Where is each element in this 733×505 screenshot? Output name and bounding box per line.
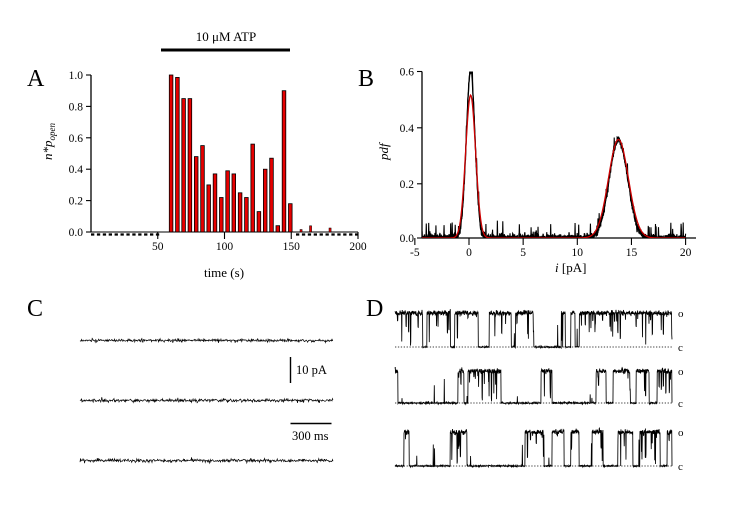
svg-text:1.0: 1.0 [69, 70, 84, 82]
svg-text:A: A [27, 66, 45, 92]
svg-text:c: c [678, 461, 683, 473]
svg-text:c: c [678, 398, 683, 410]
svg-text:0.8: 0.8 [69, 101, 84, 113]
svg-text:i [pA]: i [pA] [555, 260, 586, 275]
svg-text:time (s): time (s) [204, 265, 244, 280]
svg-text:5: 5 [520, 247, 526, 259]
svg-text:B: B [358, 66, 374, 92]
svg-text:300 ms: 300 ms [292, 429, 329, 443]
svg-text:0.6: 0.6 [69, 133, 84, 145]
svg-text:-5: -5 [410, 247, 420, 259]
svg-text:0: 0 [466, 247, 472, 259]
svg-text:10 μM ATP: 10 μM ATP [196, 29, 256, 44]
svg-text:10: 10 [572, 247, 584, 259]
svg-text:0.0: 0.0 [69, 227, 84, 239]
svg-text:0.2: 0.2 [400, 179, 415, 191]
svg-text:10 pA: 10 pA [296, 363, 327, 377]
svg-text:0.2: 0.2 [69, 196, 84, 208]
svg-text:200: 200 [349, 241, 367, 253]
svg-text:C: C [27, 296, 43, 322]
svg-text:50: 50 [152, 241, 164, 253]
svg-text:pdf: pdf [376, 141, 391, 161]
svg-text:100: 100 [216, 241, 234, 253]
svg-text:o: o [678, 427, 684, 439]
svg-text:D: D [366, 296, 383, 322]
svg-text:0.0: 0.0 [400, 233, 415, 245]
svg-text:o: o [678, 366, 684, 378]
svg-text:o: o [678, 308, 684, 320]
svg-text:c: c [678, 342, 683, 354]
svg-text:0.4: 0.4 [400, 123, 415, 135]
svg-text:150: 150 [283, 241, 301, 253]
svg-text:15: 15 [626, 247, 638, 259]
svg-text:20: 20 [680, 247, 692, 259]
svg-text:0.4: 0.4 [69, 164, 84, 176]
svg-text:0.6: 0.6 [400, 67, 415, 79]
